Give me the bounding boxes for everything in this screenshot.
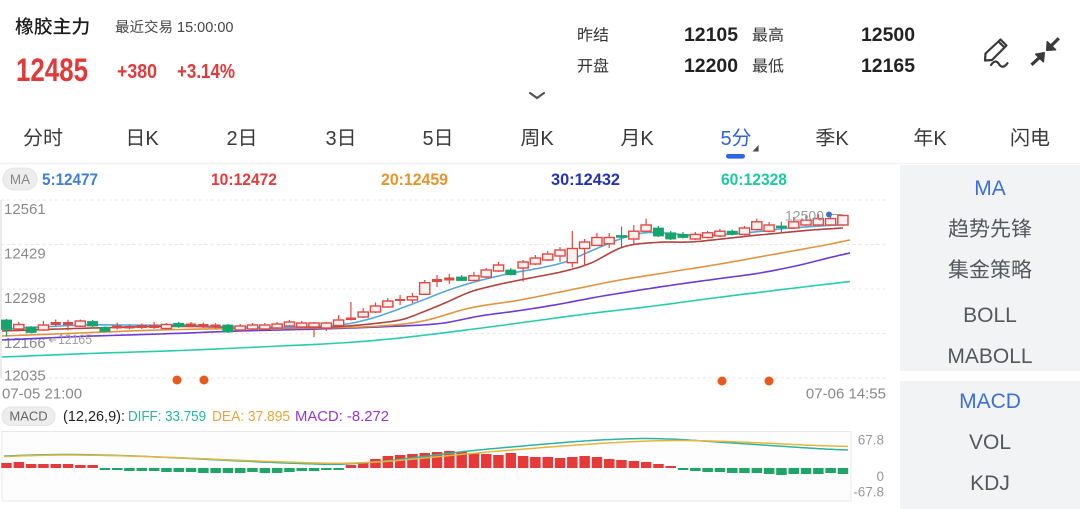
svg-text:12561: 12561 [4, 201, 46, 218]
svg-text:(12,26,9):: (12,26,9): [63, 409, 125, 425]
svg-text:DIFF: 33.759: DIFF: 33.759 [128, 409, 206, 425]
svg-text:10:12472: 10:12472 [211, 171, 277, 189]
svg-text:12165: 12165 [861, 56, 915, 77]
svg-text:5: 5 [720, 128, 731, 150]
svg-text:07-06 14:55: 07-06 14:55 [806, 386, 886, 403]
svg-text:K: K [145, 128, 159, 150]
svg-text:2: 2 [226, 128, 237, 150]
svg-text:K: K [933, 128, 947, 150]
svg-text:MA: MA [974, 177, 1006, 200]
svg-text:12035: 12035 [4, 368, 46, 385]
svg-text:12500: 12500 [861, 25, 915, 46]
svg-text:15:00:00: 15:00:00 [177, 20, 233, 36]
svg-text:12298: 12298 [4, 290, 46, 307]
svg-text:12429: 12429 [4, 246, 46, 263]
svg-text:12500: 12500 [785, 208, 824, 224]
svg-text:MABOLL: MABOLL [947, 345, 1032, 368]
svg-text:BOLL: BOLL [963, 304, 1017, 327]
svg-text:MACD: -8.272: MACD: -8.272 [295, 409, 389, 425]
svg-text:-67.8: -67.8 [853, 485, 884, 500]
svg-text:K: K [835, 128, 849, 150]
svg-text:12165: 12165 [58, 331, 92, 347]
svg-text:3: 3 [325, 128, 336, 150]
svg-text:MA: MA [10, 172, 30, 187]
svg-text:K: K [540, 128, 554, 150]
svg-text:MACD: MACD [9, 409, 47, 424]
svg-text:12105: 12105 [684, 25, 738, 46]
svg-text:K: K [640, 128, 654, 150]
svg-text:KDJ: KDJ [970, 472, 1010, 495]
svg-text:5: 5 [422, 128, 433, 150]
svg-text:+3.14%: +3.14% [177, 61, 235, 83]
svg-text:07-05 21:00: 07-05 21:00 [2, 386, 82, 403]
svg-text:0: 0 [876, 469, 884, 484]
svg-text:30:12432: 30:12432 [551, 171, 620, 189]
svg-text:+380: +380 [117, 61, 157, 83]
svg-text:VOL: VOL [969, 431, 1011, 454]
svg-text:67.8: 67.8 [858, 433, 884, 448]
svg-text:20:12459: 20:12459 [381, 171, 448, 189]
svg-text:5:12477: 5:12477 [42, 171, 98, 189]
svg-text:12485: 12485 [16, 52, 88, 88]
svg-text:12200: 12200 [684, 56, 738, 77]
svg-text:60:12328: 60:12328 [721, 171, 787, 189]
svg-text:DEA: 37.895: DEA: 37.895 [212, 409, 290, 425]
svg-text:MACD: MACD [959, 390, 1021, 413]
